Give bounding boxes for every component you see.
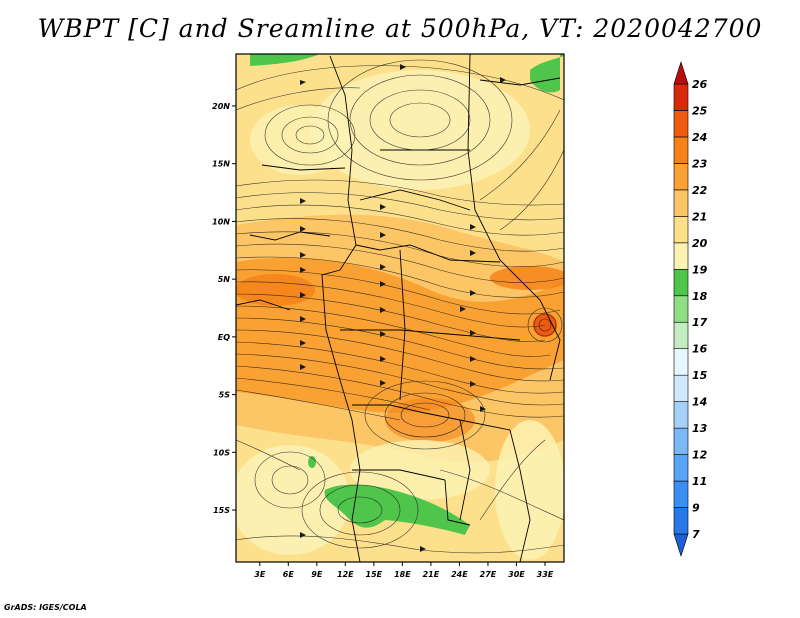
x-tick-label: 9E — [311, 570, 323, 579]
streamline-arrows — [300, 64, 506, 552]
colorbar-label: 13 — [692, 422, 708, 435]
colorbar-high-triangle — [673, 61, 689, 85]
colorbar-swatch — [673, 348, 689, 376]
colorbar-label: 22 — [692, 184, 708, 197]
green-patch-north — [250, 54, 320, 66]
colorbar-swatch — [673, 216, 689, 244]
colorbar-label: 26 — [692, 78, 708, 91]
y-axis: 20N 15N 10N 5N EQ 5S 10S 15S — [212, 102, 236, 515]
colorbar-swatch — [673, 295, 689, 323]
y-tick-label: 10N — [212, 217, 230, 226]
cool-zone-southeast — [495, 420, 564, 560]
colorbar-label: 25 — [692, 104, 708, 117]
map-frame — [235, 53, 565, 563]
cool-zone-southwest — [236, 445, 350, 555]
cool-zone-north — [310, 70, 530, 190]
colorbar-swatch — [673, 110, 689, 138]
colorbar-swatch — [673, 242, 689, 270]
y-tick-label: 5S — [219, 391, 231, 400]
colorbar-label: 21 — [692, 210, 707, 223]
x-tick-label: 27E — [480, 570, 497, 579]
hot-pocket-east — [490, 266, 564, 290]
x-tick-label: 6E — [283, 570, 295, 579]
x-tick-label: 18E — [394, 570, 411, 579]
colorbar-swatch — [673, 83, 689, 111]
colorbar-swatch — [673, 427, 689, 455]
x-tick-label: 33E — [537, 570, 554, 579]
colorbar-label: 7 — [692, 528, 700, 541]
x-tick-label: 3E — [254, 570, 266, 579]
colorbar-low-triangle — [673, 533, 689, 557]
colorbar-swatch — [673, 480, 689, 508]
borders — [236, 54, 561, 562]
x-tick-label: 24E — [451, 570, 468, 579]
colorbar-swatch — [673, 374, 689, 402]
core-band — [236, 257, 564, 413]
y-tick-label: 20N — [212, 102, 230, 111]
cool-zone-south — [350, 440, 490, 500]
x-axis: 3E 6E 9E 12E 15E 18E 21E 24E 27E 30E 33E — [254, 562, 554, 579]
y-tick-label: 15N — [212, 160, 230, 169]
colorbar-legend: 7 9 11 12 13 14 15 16 17 18 19 20 21 22 23 24 25 26 — [673, 61, 708, 557]
map-panel — [236, 54, 564, 562]
colorbar-swatch — [673, 454, 689, 482]
colorbar-swatch — [673, 321, 689, 350]
streamlines — [236, 59, 564, 554]
y-tick-label: 10S — [213, 448, 230, 457]
y-tick-label: 5N — [218, 275, 231, 284]
colorbar-label: 12 — [692, 449, 708, 462]
colorbar-label: 18 — [692, 290, 708, 303]
colorbar-label: 15 — [692, 369, 708, 382]
colorbar-swatch — [673, 268, 689, 297]
colorbar-label: 19 — [692, 263, 708, 276]
credit-text: GrADS: IGES/COLA — [4, 603, 87, 612]
colorbar-label: 20 — [692, 237, 708, 250]
green-patch-southwest — [308, 456, 316, 468]
colorbar-swatch — [673, 136, 689, 164]
colorbar-label: 11 — [692, 475, 707, 488]
y-tick-label: EQ — [218, 333, 230, 342]
colorbar-label: 24 — [692, 131, 707, 144]
colorbar-swatch — [673, 163, 689, 191]
colorbar-swatch — [673, 401, 689, 429]
colorbar-label: 17 — [692, 316, 708, 329]
x-tick-label: 12E — [337, 570, 354, 579]
colorbar-swatch — [673, 507, 689, 535]
chart-title: WBPT [C] and Sreamline at 500hPa, VT: 20… — [37, 14, 763, 43]
colorbar-label: 23 — [692, 157, 708, 170]
colorbar-label: 14 — [692, 396, 707, 409]
colorbar-label: 16 — [692, 343, 708, 356]
hot-pocket-west — [236, 274, 315, 306]
colorbar-label: 9 — [692, 502, 700, 515]
cool-zone-northwest — [250, 105, 350, 175]
green-patch-northeast — [530, 54, 564, 93]
y-tick-label: 15S — [213, 506, 230, 515]
x-tick-label: 21E — [423, 570, 440, 579]
x-tick-label: 15E — [366, 570, 383, 579]
colorbar-swatch — [673, 189, 689, 217]
x-tick-label: 30E — [508, 570, 525, 579]
